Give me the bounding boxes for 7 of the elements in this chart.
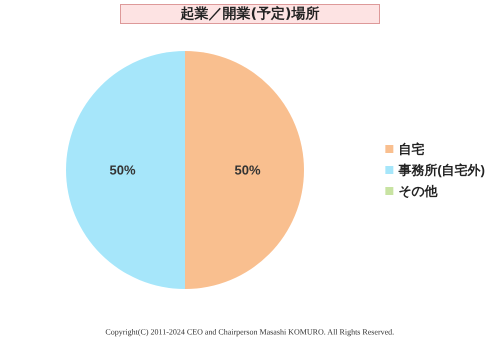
text: Copyright(C) 2011-2024 CEO and Chairperson Masashi KOMURO. All Rights Reserved.	[105, 328, 394, 336]
data-label: 50%	[234, 162, 261, 178]
legend-label: その他	[398, 184, 438, 198]
legend-label: 事務所(自宅外)	[397, 162, 486, 178]
legend-label: 自宅	[398, 142, 424, 156]
data-label: 50%	[109, 162, 136, 178]
chart-title: 起業／開業(予定)場所	[180, 5, 320, 22]
